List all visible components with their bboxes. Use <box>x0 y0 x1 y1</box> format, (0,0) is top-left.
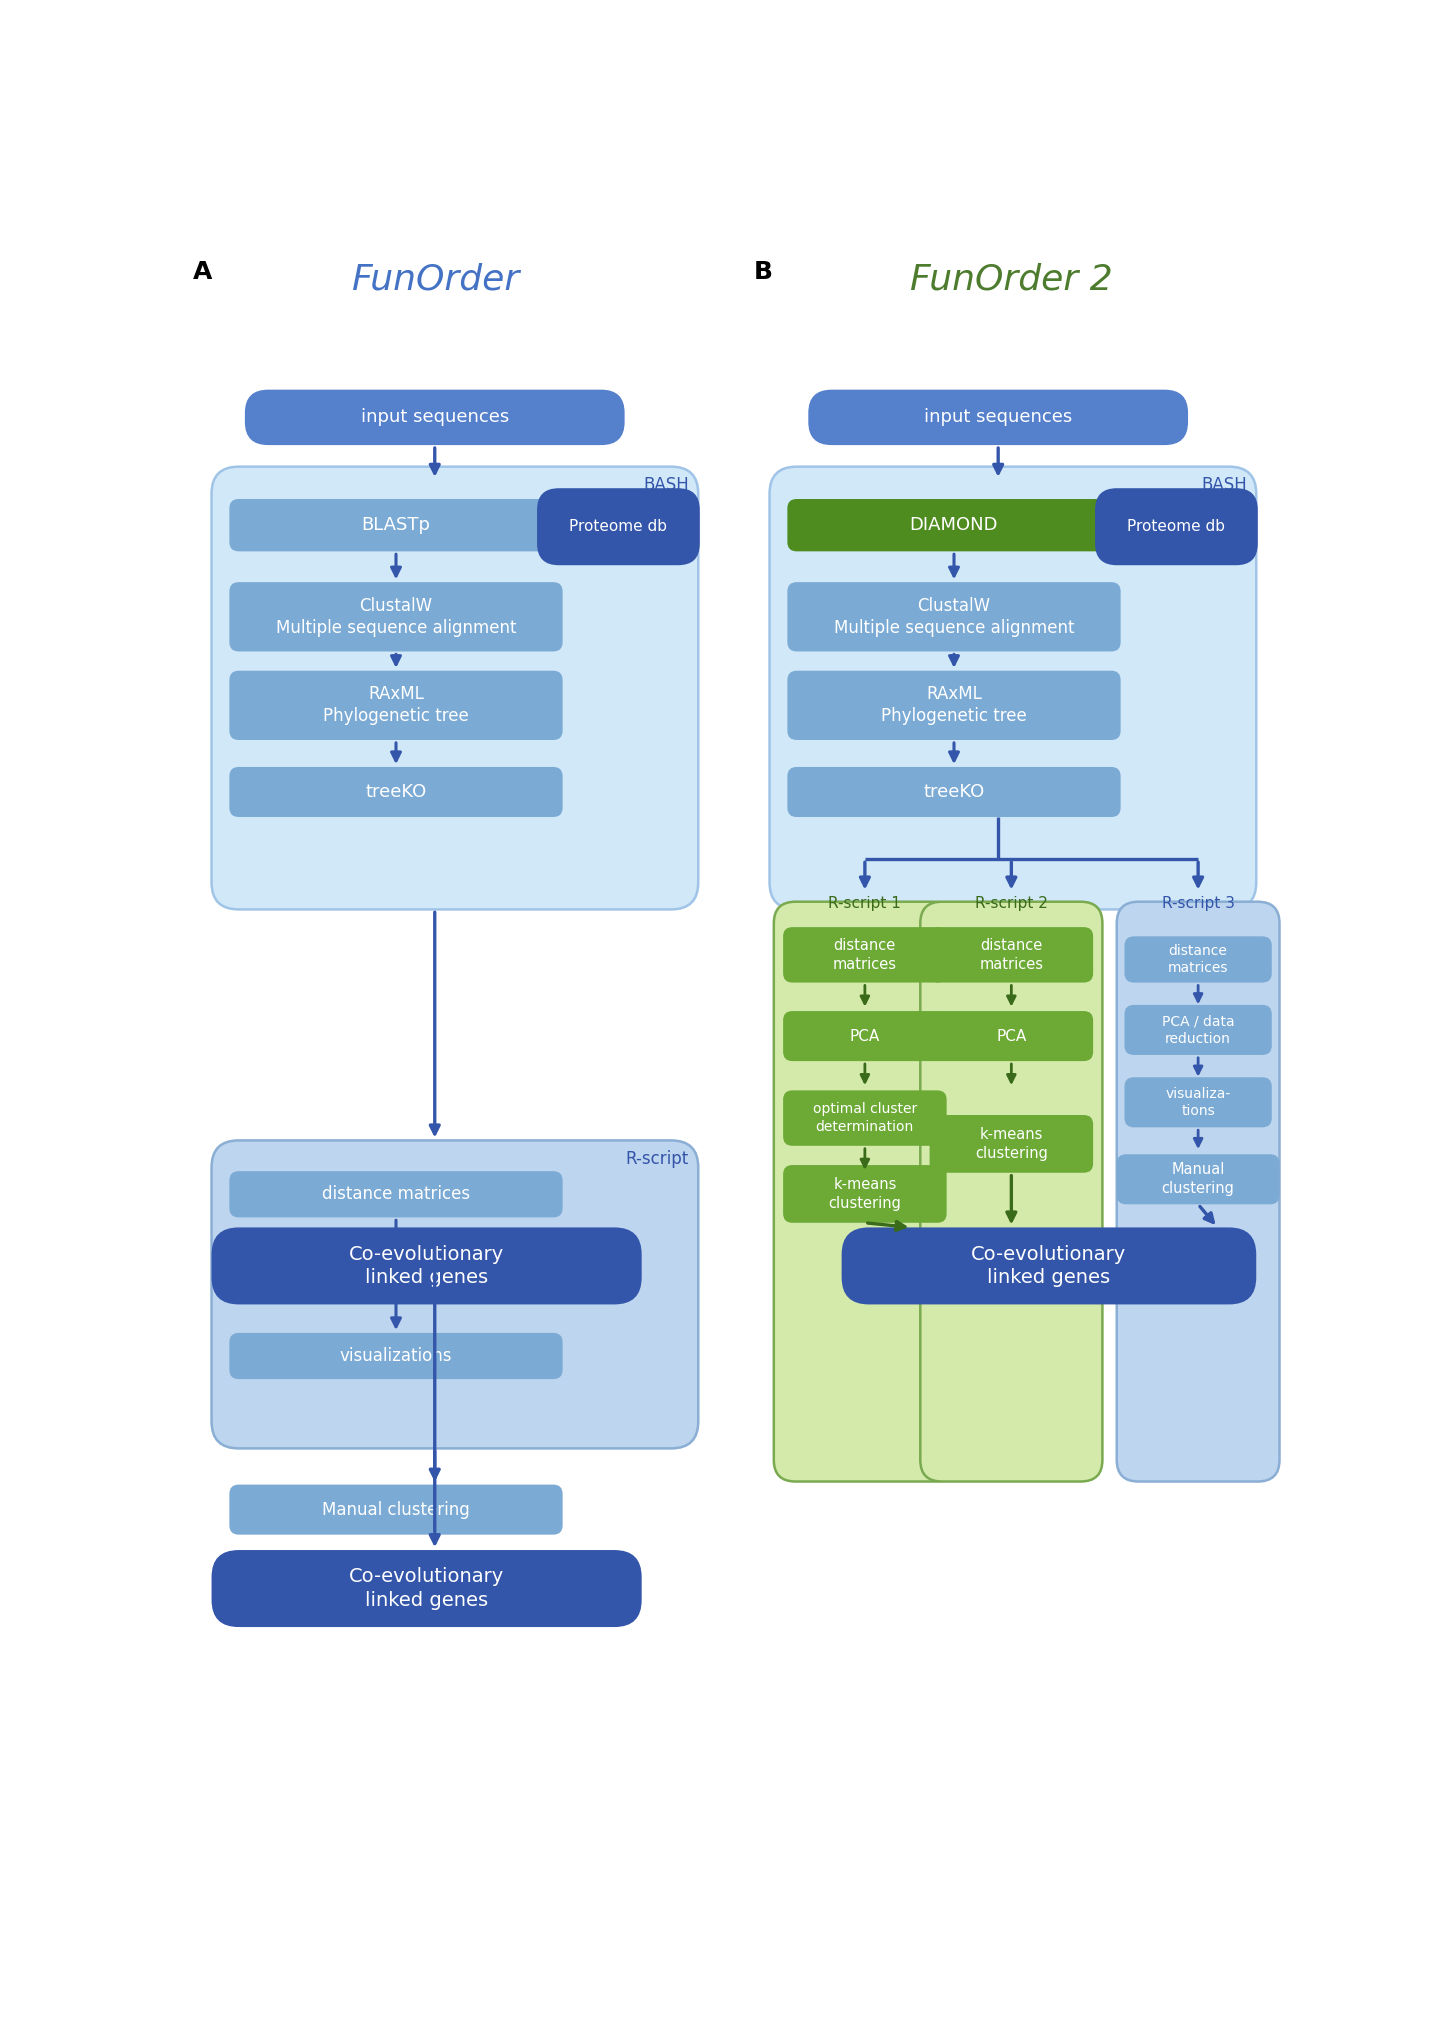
Text: BASH: BASH <box>643 477 689 495</box>
Text: distance
matrices: distance matrices <box>979 939 1044 971</box>
FancyBboxPatch shape <box>212 1140 699 1448</box>
Text: input sequences: input sequences <box>924 408 1073 426</box>
FancyBboxPatch shape <box>229 1172 563 1217</box>
FancyBboxPatch shape <box>229 1332 563 1379</box>
FancyBboxPatch shape <box>537 489 700 566</box>
Text: PCA / data reduction: PCA / data reduction <box>311 1263 481 1282</box>
FancyBboxPatch shape <box>1124 1006 1272 1055</box>
FancyBboxPatch shape <box>783 927 947 982</box>
Text: B: B <box>755 260 773 284</box>
FancyBboxPatch shape <box>1095 489 1257 566</box>
FancyBboxPatch shape <box>1117 902 1280 1482</box>
FancyBboxPatch shape <box>212 1227 642 1304</box>
Text: treeKO: treeKO <box>365 783 427 801</box>
Text: visualiza-
tions: visualiza- tions <box>1166 1087 1230 1117</box>
FancyBboxPatch shape <box>229 582 563 651</box>
FancyBboxPatch shape <box>788 671 1121 740</box>
Text: distance
matrices: distance matrices <box>1169 943 1229 975</box>
FancyBboxPatch shape <box>212 1549 642 1626</box>
Text: RAxML
Phylogenetic tree: RAxML Phylogenetic tree <box>881 685 1027 726</box>
FancyBboxPatch shape <box>783 1091 947 1146</box>
FancyBboxPatch shape <box>788 582 1121 651</box>
Text: distance
matrices: distance matrices <box>833 939 896 971</box>
Text: BLASTp: BLASTp <box>361 517 431 533</box>
FancyBboxPatch shape <box>769 466 1256 909</box>
FancyBboxPatch shape <box>929 1115 1093 1172</box>
Text: Co-evolutionary
linked genes: Co-evolutionary linked genes <box>349 1245 504 1288</box>
Text: PCA: PCA <box>849 1028 881 1044</box>
FancyBboxPatch shape <box>229 767 563 817</box>
Text: R-script: R-script <box>626 1150 689 1168</box>
FancyBboxPatch shape <box>229 1247 563 1298</box>
FancyBboxPatch shape <box>1117 1154 1280 1205</box>
Text: Proteome db: Proteome db <box>1127 519 1226 533</box>
Text: PCA / data
reduction: PCA / data reduction <box>1161 1014 1234 1046</box>
Text: Proteome db: Proteome db <box>570 519 667 533</box>
FancyBboxPatch shape <box>1124 937 1272 982</box>
FancyBboxPatch shape <box>783 1164 947 1223</box>
Text: distance matrices: distance matrices <box>322 1184 470 1203</box>
FancyBboxPatch shape <box>245 389 624 444</box>
Text: FunOrder: FunOrder <box>351 262 518 296</box>
Text: ClustalW
Multiple sequence alignment: ClustalW Multiple sequence alignment <box>833 596 1074 637</box>
FancyBboxPatch shape <box>229 499 563 552</box>
Text: k-means
clustering: k-means clustering <box>829 1176 901 1211</box>
Text: Co-evolutionary
linked genes: Co-evolutionary linked genes <box>349 1568 504 1610</box>
Text: A: A <box>193 260 212 284</box>
Text: treeKO: treeKO <box>924 783 985 801</box>
FancyBboxPatch shape <box>229 1484 563 1535</box>
FancyBboxPatch shape <box>788 767 1121 817</box>
Text: R-script 1: R-script 1 <box>829 896 901 911</box>
Text: Manual
clustering: Manual clustering <box>1161 1162 1234 1197</box>
Text: visualizations: visualizations <box>339 1347 453 1365</box>
Text: R-script 3: R-script 3 <box>1161 896 1234 911</box>
Text: RAxML
Phylogenetic tree: RAxML Phylogenetic tree <box>324 685 468 726</box>
FancyBboxPatch shape <box>783 1012 947 1061</box>
FancyBboxPatch shape <box>808 389 1189 444</box>
Text: DIAMOND: DIAMOND <box>909 517 998 533</box>
Text: PCA: PCA <box>997 1028 1027 1044</box>
Text: k-means
clustering: k-means clustering <box>975 1128 1048 1160</box>
Text: optimal cluster
determination: optimal cluster determination <box>813 1103 916 1134</box>
Text: input sequences: input sequences <box>361 408 508 426</box>
FancyBboxPatch shape <box>921 902 1103 1482</box>
FancyBboxPatch shape <box>929 1012 1093 1061</box>
Text: Manual clustering: Manual clustering <box>322 1501 470 1519</box>
FancyBboxPatch shape <box>929 927 1093 982</box>
FancyBboxPatch shape <box>212 466 699 909</box>
Text: R-script 2: R-script 2 <box>975 896 1048 911</box>
FancyBboxPatch shape <box>842 1227 1256 1304</box>
Text: ClustalW
Multiple sequence alignment: ClustalW Multiple sequence alignment <box>276 596 517 637</box>
FancyBboxPatch shape <box>773 902 957 1482</box>
FancyBboxPatch shape <box>1124 1077 1272 1128</box>
FancyBboxPatch shape <box>229 671 563 740</box>
FancyBboxPatch shape <box>788 499 1121 552</box>
Text: FunOrder 2: FunOrder 2 <box>909 262 1113 296</box>
Text: Co-evolutionary
linked genes: Co-evolutionary linked genes <box>971 1245 1127 1288</box>
Text: BASH: BASH <box>1201 477 1247 495</box>
